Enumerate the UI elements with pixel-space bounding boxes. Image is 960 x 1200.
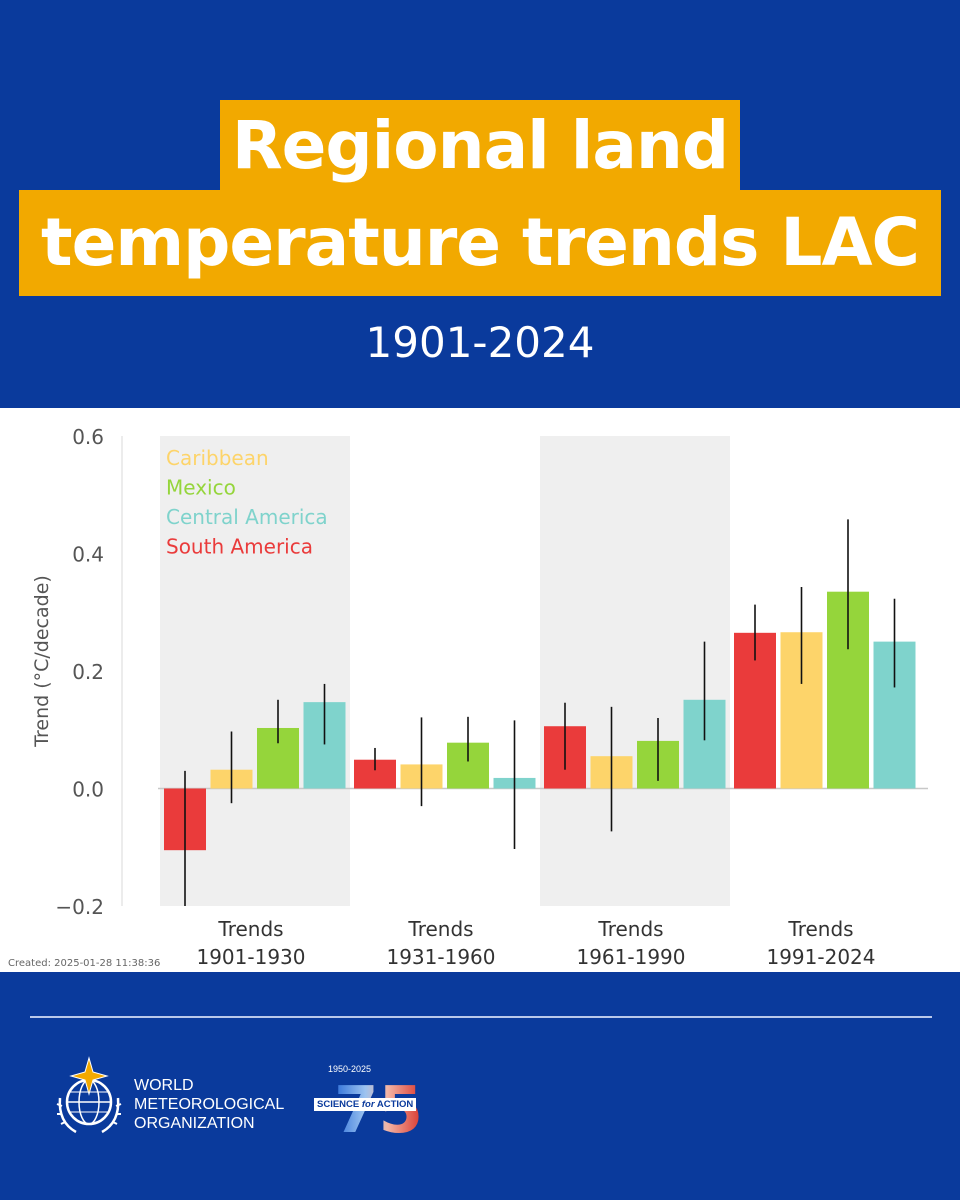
subtitle: 1901-2024 [365,318,595,367]
legend-entry-central-america: Central America [166,505,328,529]
category-label-line-2: 1931-1960 [386,945,495,969]
legend-entry-mexico: Mexico [166,476,236,500]
trend-chart: 0.6 0.4 0.2 0.0 −0.2 Trend (°C/decade) Caribbe… [8,425,928,969]
footer-divider [30,1016,932,1018]
y-tick-label: 0.6 [72,425,104,449]
y-tick-label: 0.2 [72,660,104,684]
wmo-name-line-1: WORLD [134,1077,194,1094]
header: Regional land temperature trends LAC 190… [0,0,960,408]
legend-entry-south-america: South America [166,535,313,559]
wmo-name: WORLD METEOROLOGICAL ORGANIZATION [134,1076,284,1133]
wmo-emblem-icon [56,1056,122,1134]
title-line-2: temperature trends LAC [19,190,941,296]
created-timestamp: Created: 2025-01-28 11:38:36 [8,958,160,969]
category-label-line-1: Trends [217,917,283,941]
tagline-word-1: SCIENCE [317,1099,360,1110]
title-line-1: Regional land [220,100,740,192]
anniversary-logo: 75 1950-2025 SCIENCE for ACTION [310,1060,440,1140]
anniversary-tagline: SCIENCE for ACTION [314,1098,417,1111]
y-tick-label: −0.2 [55,895,104,919]
wmo-name-line-2: METEOROLOGICAL [134,1096,285,1113]
wmo-logo: WORLD METEOROLOGICAL ORGANIZATION [50,1052,300,1142]
tagline-word-3: ACTION [376,1099,414,1110]
category-label-line-1: Trends [787,917,853,941]
anniversary-years: 1950-2025 [328,1064,372,1074]
category-label-line-2: 1991-2024 [766,945,875,969]
category-label-line-1: Trends [407,917,473,941]
legend-entry-caribbean: Caribbean [166,446,269,470]
y-tick-label: 0.4 [72,543,104,567]
y-axis-label: Trend (°C/decade) [31,575,53,748]
category-label-line-1: Trends [597,917,663,941]
wmo-name-line-3: ORGANIZATION [134,1115,255,1132]
y-tick-label: 0.0 [72,778,104,802]
group-shade-3 [540,436,730,906]
category-label-line-2: 1901-1930 [196,945,305,969]
chart-panel: 0.6 0.4 0.2 0.0 −0.2 Trend (°C/decade) Caribbe… [0,408,960,972]
tagline-word-2: for [361,1099,375,1110]
category-label-line-2: 1961-1990 [576,945,685,969]
